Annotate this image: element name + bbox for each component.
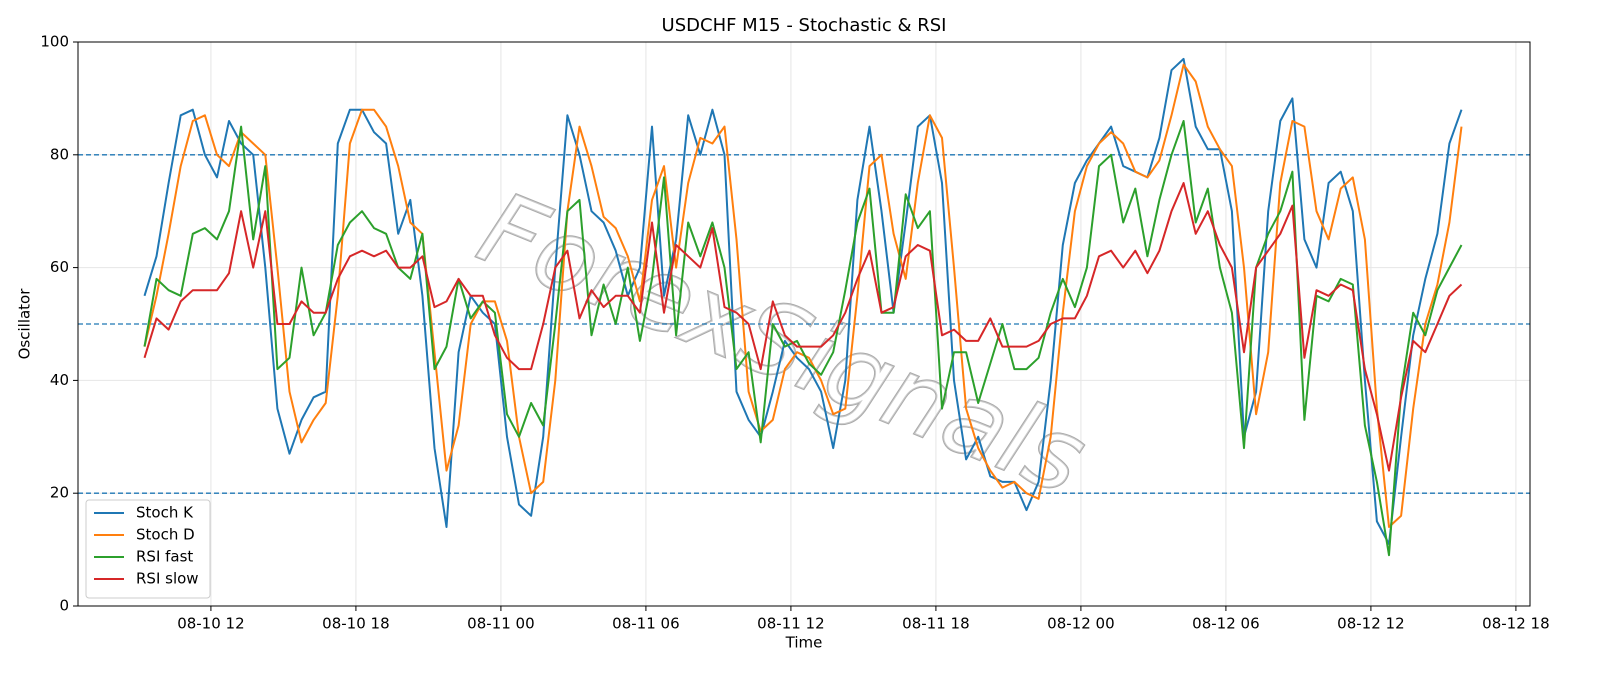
legend-label: RSI slow	[136, 570, 199, 588]
legend-box	[85, 499, 211, 599]
x-tick-label: 08-12 00	[1047, 615, 1114, 633]
chart-title: USDCHF M15 - Stochastic & RSI	[662, 15, 947, 36]
x-tick-label: 08-11 18	[902, 615, 969, 633]
x-tick-label: 08-10 12	[177, 615, 244, 633]
x-tick-label: 08-11 12	[757, 615, 824, 633]
x-tick-label: 08-11 00	[467, 615, 534, 633]
series-line	[143, 182, 1463, 472]
x-tick-label: 08-12 18	[1482, 615, 1549, 633]
legend: Stoch K Stoch D RSI fast RSI slow	[85, 499, 211, 599]
plot-frame	[77, 41, 1531, 607]
x-tick-label: 08-12 12	[1337, 615, 1404, 633]
series-line	[143, 120, 1463, 557]
y-axis-label: Oscillator	[16, 288, 34, 360]
x-tick-label: 08-12 06	[1192, 615, 1259, 633]
y-tick-label: 0	[59, 597, 69, 615]
y-tick-label: 60	[50, 258, 69, 276]
y-tick-label: 40	[50, 371, 69, 389]
y-tick-label: 100	[40, 33, 69, 51]
legend-label: RSI fast	[136, 548, 193, 566]
y-tick-label: 80	[50, 145, 69, 163]
x-tick-label: 08-11 06	[612, 615, 679, 633]
series-line	[143, 63, 1463, 528]
x-tick-label: 08-10 18	[322, 615, 389, 633]
y-tick-label: 20	[50, 484, 69, 502]
x-axis-label: Time	[785, 634, 823, 652]
legend-label: Stoch K	[136, 504, 194, 522]
legend-label: Stoch D	[136, 526, 195, 544]
series-line	[143, 57, 1463, 545]
